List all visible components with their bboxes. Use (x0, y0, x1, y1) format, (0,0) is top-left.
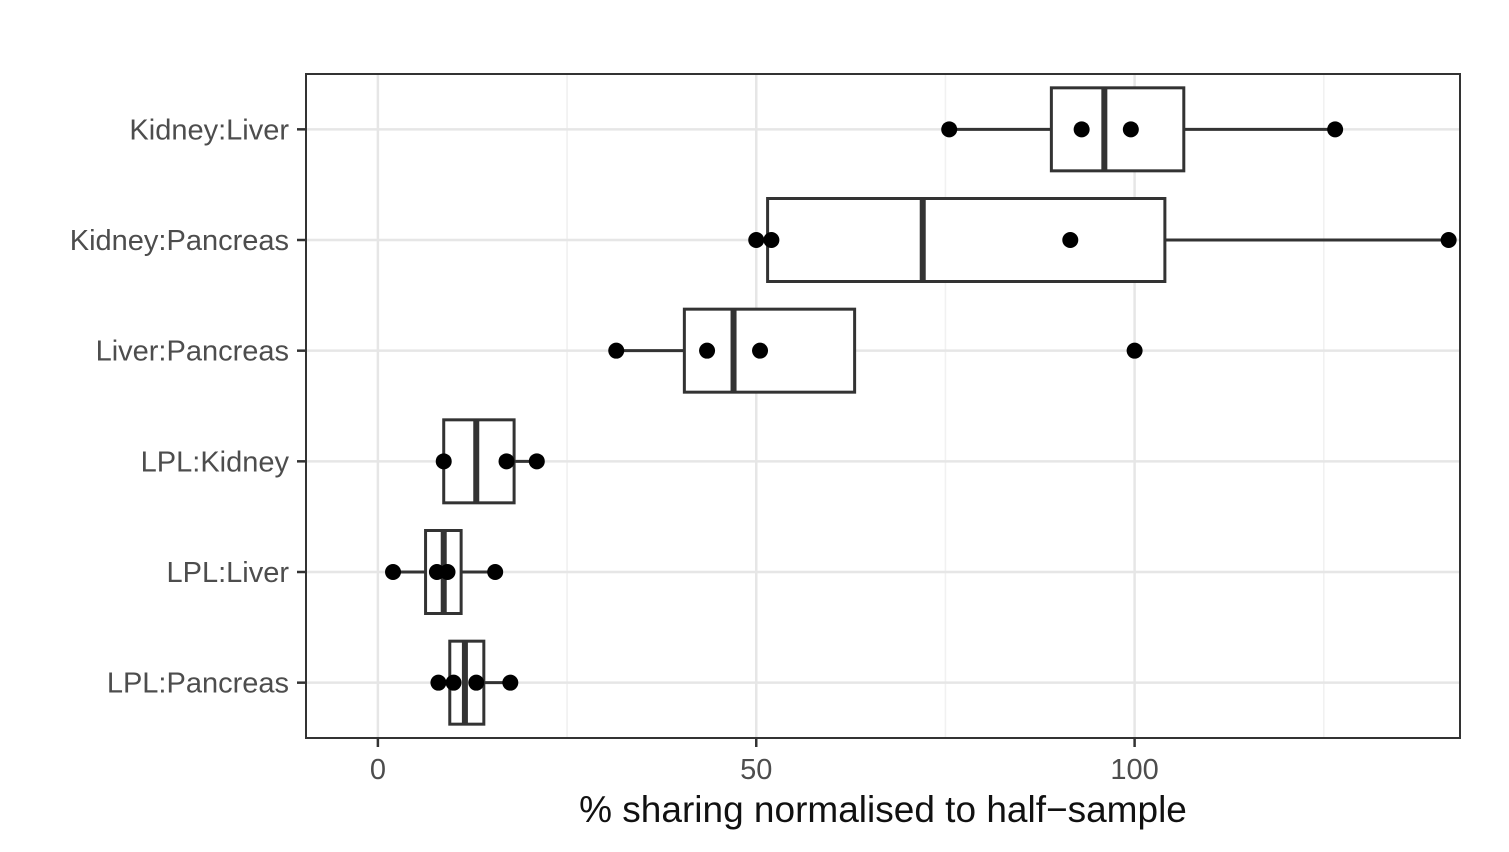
data-point (435, 453, 452, 470)
y-tick-label: Kidney:Liver (129, 114, 289, 146)
y-axis: Kidney:Liver Kidney:Pancreas Liver:Pancrea… (70, 114, 306, 700)
box-group (430, 639, 519, 726)
box-group (608, 307, 1143, 394)
data-point (528, 453, 545, 470)
x-axis-title: % sharing normalised to half−sample (579, 789, 1187, 830)
data-point (1126, 342, 1143, 359)
data-point (748, 232, 765, 248)
x-tick-label: 100 (1110, 754, 1158, 786)
data-point (468, 674, 485, 691)
data-point (445, 674, 462, 691)
data-point (1062, 232, 1079, 248)
y-tick-label: Liver:Pancreas (96, 336, 289, 368)
y-tick-label: LPL:Liver (166, 557, 289, 589)
data-point (498, 453, 515, 470)
data-point (430, 674, 447, 691)
data-point (699, 342, 716, 359)
data-point (1327, 121, 1344, 138)
data-point (1073, 121, 1090, 138)
plot-panel-border (305, 73, 1461, 739)
x-axis: 0 50 100 (370, 738, 1159, 786)
box-group (748, 197, 1457, 283)
data-point (487, 564, 504, 580)
box-group (941, 86, 1344, 173)
x-tick-label: 0 (370, 754, 386, 786)
y-tick-label: LPL:Kidney (141, 446, 290, 478)
minor-grid (566, 74, 1325, 738)
boxes (385, 86, 1457, 726)
iqr-box (766, 197, 1167, 283)
box-group (435, 418, 545, 505)
iqr-box (1049, 86, 1186, 173)
data-point (763, 232, 780, 248)
y-tick-label: LPL:Pancreas (107, 668, 289, 700)
data-point (752, 342, 769, 359)
data-point (502, 674, 519, 691)
major-grid (306, 74, 1460, 738)
data-point (439, 564, 456, 580)
data-point (385, 564, 402, 580)
data-point (608, 342, 625, 359)
y-tick-label: Kidney:Pancreas (70, 225, 289, 257)
box-group (385, 529, 504, 615)
data-point (1440, 232, 1457, 248)
x-tick-label: 50 (740, 754, 772, 786)
data-point (941, 121, 958, 138)
data-point (1122, 121, 1139, 138)
